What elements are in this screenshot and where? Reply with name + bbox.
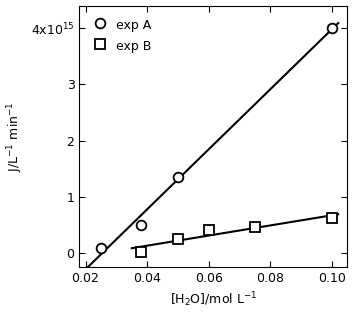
- Line: exp A: exp A: [96, 23, 337, 253]
- exp B: [253, 225, 257, 229]
- Line: exp B: exp B: [136, 214, 337, 257]
- exp A: [330, 26, 334, 30]
- exp B: [176, 237, 180, 241]
- exp A: [176, 175, 180, 179]
- exp B: [207, 228, 211, 232]
- exp B: [330, 216, 334, 220]
- exp A: [139, 223, 143, 227]
- exp A: [99, 246, 103, 249]
- Legend: exp A, exp B: exp A, exp B: [85, 12, 156, 59]
- Y-axis label: J/L$^{-1}$ min$^{-1}$: J/L$^{-1}$ min$^{-1}$: [6, 101, 25, 172]
- exp B: [139, 250, 143, 254]
- X-axis label: [H$_2$O]/mol L$^{-1}$: [H$_2$O]/mol L$^{-1}$: [170, 291, 257, 309]
